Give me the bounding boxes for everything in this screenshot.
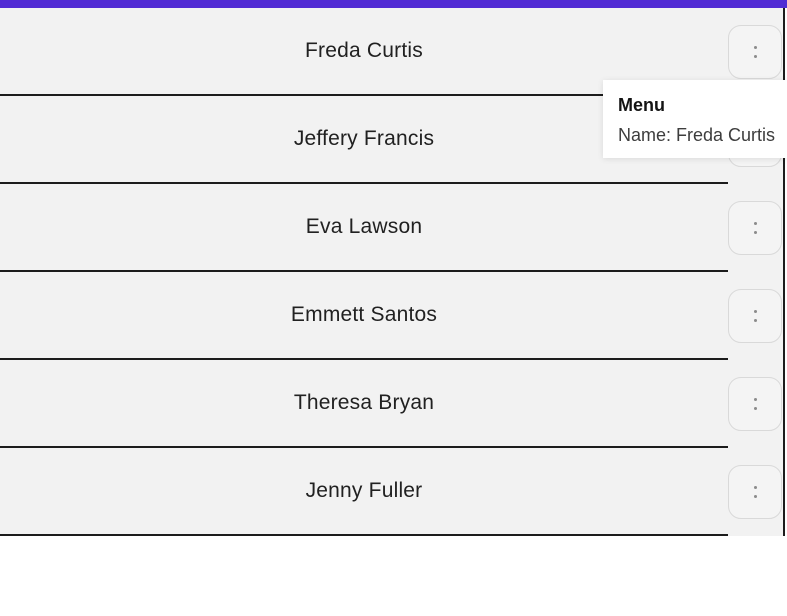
- list-item[interactable]: Jenny Fuller: [0, 448, 783, 536]
- row-divider: [0, 534, 728, 536]
- list-item[interactable]: Theresa Bryan: [0, 360, 783, 448]
- list-item[interactable]: Freda Curtis: [0, 8, 783, 96]
- row-divider: [0, 358, 728, 360]
- person-name-label: Jenny Fuller: [305, 479, 423, 502]
- list-item[interactable]: Emmett Santos: [0, 272, 783, 360]
- row-menu-button[interactable]: [728, 25, 782, 79]
- row-divider: [0, 94, 728, 96]
- person-name-label: Jeffery Francis: [293, 127, 435, 150]
- vertical-dots-icon: [753, 486, 757, 498]
- row-menu-button[interactable]: [728, 377, 782, 431]
- row-menu-button[interactable]: [728, 289, 782, 343]
- menu-popup: Menu Name: Freda Curtis: [603, 80, 787, 158]
- vertical-dots-icon: [753, 398, 757, 410]
- person-name-label: Freda Curtis: [305, 39, 423, 62]
- row-divider: [0, 446, 728, 448]
- top-accent-bar: [0, 0, 787, 8]
- row-menu-button[interactable]: [728, 465, 782, 519]
- vertical-dots-icon: [753, 46, 757, 58]
- row-menu-button[interactable]: [728, 201, 782, 255]
- menu-popup-name-item[interactable]: Name: Freda Curtis: [618, 125, 776, 145]
- menu-popup-title: Menu: [618, 95, 665, 115]
- person-name-label: Eva Lawson: [305, 215, 423, 238]
- vertical-dots-icon: [753, 310, 757, 322]
- row-divider: [0, 270, 728, 272]
- person-name-label: Emmett Santos: [290, 303, 438, 326]
- list-item[interactable]: Eva Lawson: [0, 184, 783, 272]
- row-divider: [0, 182, 728, 184]
- person-name-label: Theresa Bryan: [293, 391, 435, 414]
- vertical-dots-icon: [753, 222, 757, 234]
